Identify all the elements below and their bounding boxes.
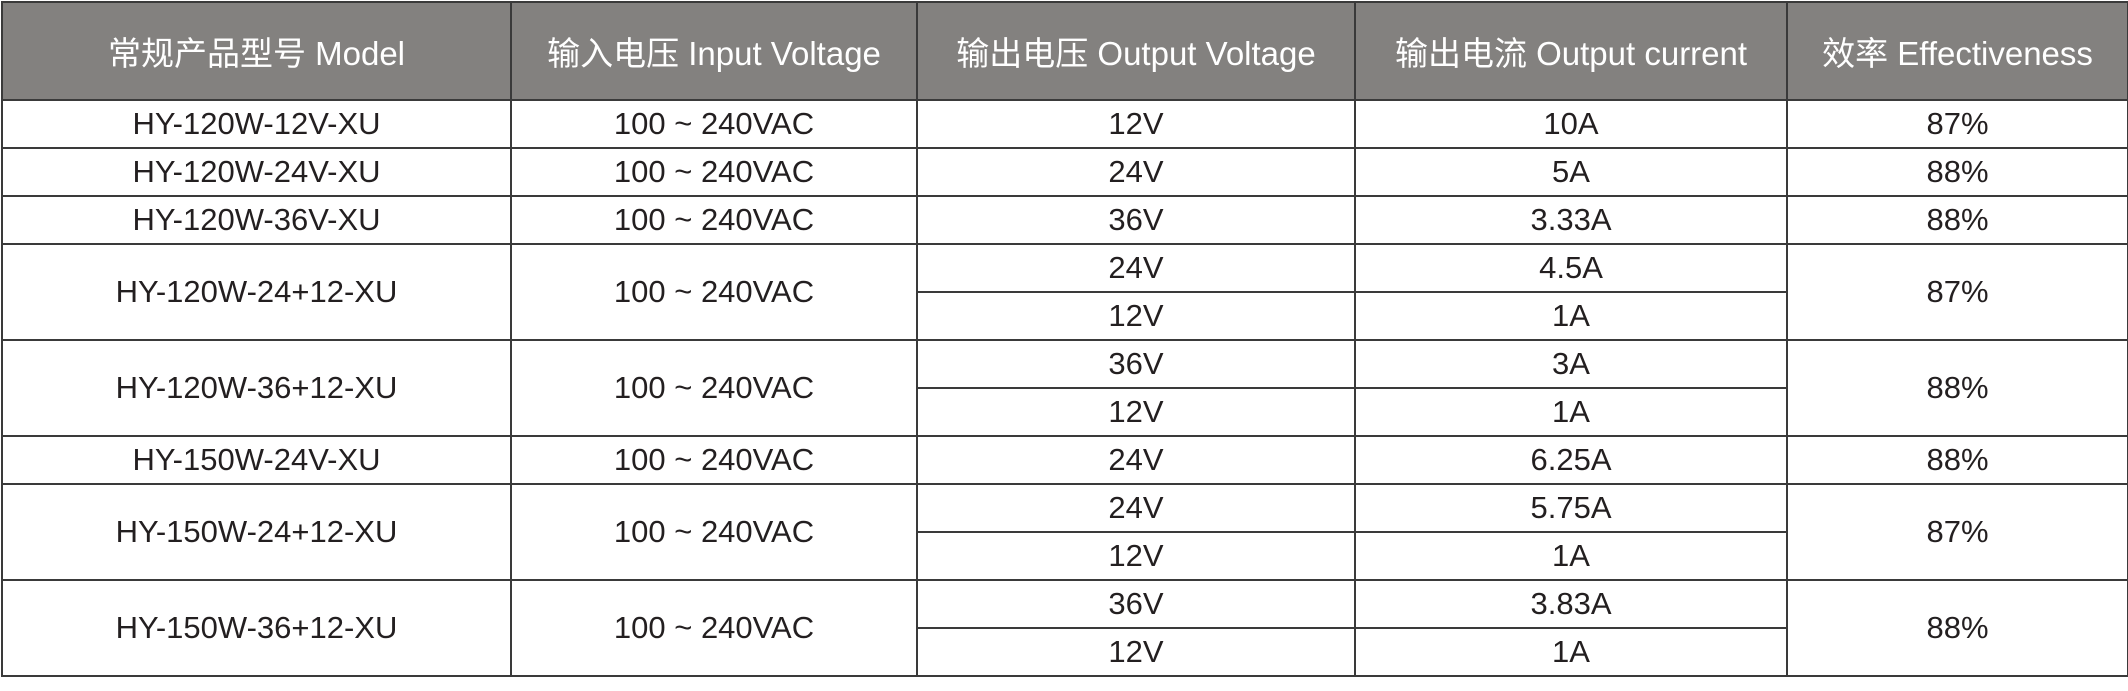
model-cell: HY-150W-24V-XU: [1, 435, 512, 485]
header-output-voltage: 输出电压 Output Voltage: [916, 1, 1356, 101]
output-current-cell: 1A: [1354, 387, 1788, 437]
model-cell: HY-120W-24+12-XU: [1, 243, 512, 341]
output-voltage-cell: 12V: [916, 99, 1356, 149]
input-voltage-cell: 100 ~ 240VAC: [510, 243, 918, 341]
input-voltage-cell: 100 ~ 240VAC: [510, 147, 918, 197]
output-current-cell: 6.25A: [1354, 435, 1788, 485]
efficiency-cell: 87%: [1786, 99, 2128, 149]
table-row: 12V 1A: [2, 387, 2128, 437]
output-current-cell: 5.75A: [1354, 483, 1788, 533]
table-row: HY-150W-36+12-XU 100 ~ 240VAC 36V 3.83A 88%: [1, 579, 2128, 677]
output-voltage-cell: 24V: [916, 435, 1356, 485]
input-voltage-cell: 100 ~ 240VAC: [510, 339, 918, 437]
table-row: HY-150W-24V-XU 100 ~ 240VAC 24V 6.25A 88%: [1, 435, 2128, 485]
input-voltage-cell: 100 ~ 240VAC: [510, 483, 918, 581]
output-voltage-cell: 12V: [916, 531, 1356, 581]
model-cell: HY-150W-24+12-XU: [1, 483, 512, 581]
model-cell: HY-120W-36V-XU: [1, 195, 512, 245]
table-row: 12V 1A: [2, 627, 2128, 677]
output-current-cell: 10A: [1354, 99, 1788, 149]
output-current-cell: 5A: [1354, 147, 1788, 197]
spec-table: 常规产品型号 Model 输入电压 Input Voltage 输出电压 Out…: [1, 1, 2128, 677]
output-voltage-cell: 12V: [916, 627, 1356, 677]
model-cell: HY-120W-36+12-XU: [1, 339, 512, 437]
table-row: HY-120W-36+12-XU 100 ~ 240VAC 36V 3A 88%: [1, 339, 2128, 437]
output-voltage-cell: 24V: [916, 483, 1356, 533]
output-current-cell: 1A: [1354, 531, 1788, 581]
table-body: HY-120W-12V-XU 100 ~ 240VAC 12V 10A 87% HY-12…: [1, 99, 2128, 677]
output-current-cell: 3A: [1354, 339, 1788, 389]
table-row: HY-120W-24V-XU 100 ~ 240VAC 24V 5A 88%: [1, 147, 2128, 197]
header-model: 常规产品型号 Model: [1, 1, 512, 101]
input-voltage-cell: 100 ~ 240VAC: [510, 435, 918, 485]
output-voltage-cell: 36V: [916, 339, 1356, 389]
output-current-cell: 4.5A: [1354, 243, 1788, 293]
output-voltage-cell: 36V: [916, 579, 1356, 629]
efficiency-cell: 88%: [1786, 339, 2128, 437]
model-cell: HY-120W-24V-XU: [1, 147, 512, 197]
table-row: 12V 1A: [2, 531, 2128, 581]
efficiency-cell: 88%: [1786, 147, 2128, 197]
output-voltage-cell: 24V: [916, 243, 1356, 293]
efficiency-cell: 88%: [1786, 435, 2128, 485]
efficiency-cell: 87%: [1786, 243, 2128, 341]
input-voltage-cell: 100 ~ 240VAC: [510, 579, 918, 677]
table-row: 12V 1A: [2, 291, 2128, 341]
table-row: HY-150W-24+12-XU 100 ~ 240VAC 24V 5.75A 87%: [1, 483, 2128, 581]
output-current-cell: 1A: [1354, 291, 1788, 341]
header-input-voltage: 输入电压 Input Voltage: [510, 1, 918, 101]
table-row: HY-120W-12V-XU 100 ~ 240VAC 12V 10A 87%: [1, 99, 2128, 149]
model-cell: HY-150W-36+12-XU: [1, 579, 512, 677]
output-voltage-cell: 24V: [916, 147, 1356, 197]
table-row: HY-120W-36V-XU 100 ~ 240VAC 36V 3.33A 88%: [1, 195, 2128, 245]
model-cell: HY-120W-12V-XU: [1, 99, 512, 149]
efficiency-cell: 87%: [1786, 483, 2128, 581]
input-voltage-cell: 100 ~ 240VAC: [510, 99, 918, 149]
output-voltage-cell: 36V: [916, 195, 1356, 245]
output-current-cell: 3.33A: [1354, 195, 1788, 245]
output-current-cell: 3.83A: [1354, 579, 1788, 629]
efficiency-cell: 88%: [1786, 195, 2128, 245]
input-voltage-cell: 100 ~ 240VAC: [510, 195, 918, 245]
header-efficiency: 效率 Effectiveness: [1786, 1, 2128, 101]
header-output-current: 输出电流 Output current: [1354, 1, 1788, 101]
efficiency-cell: 88%: [1786, 579, 2128, 677]
header-row: 常规产品型号 Model 输入电压 Input Voltage 输出电压 Out…: [1, 1, 2128, 101]
output-voltage-cell: 12V: [916, 387, 1356, 437]
table-row: HY-120W-24+12-XU 100 ~ 240VAC 24V 4.5A 87%: [1, 243, 2128, 341]
output-current-cell: 1A: [1354, 627, 1788, 677]
output-voltage-cell: 12V: [916, 291, 1356, 341]
